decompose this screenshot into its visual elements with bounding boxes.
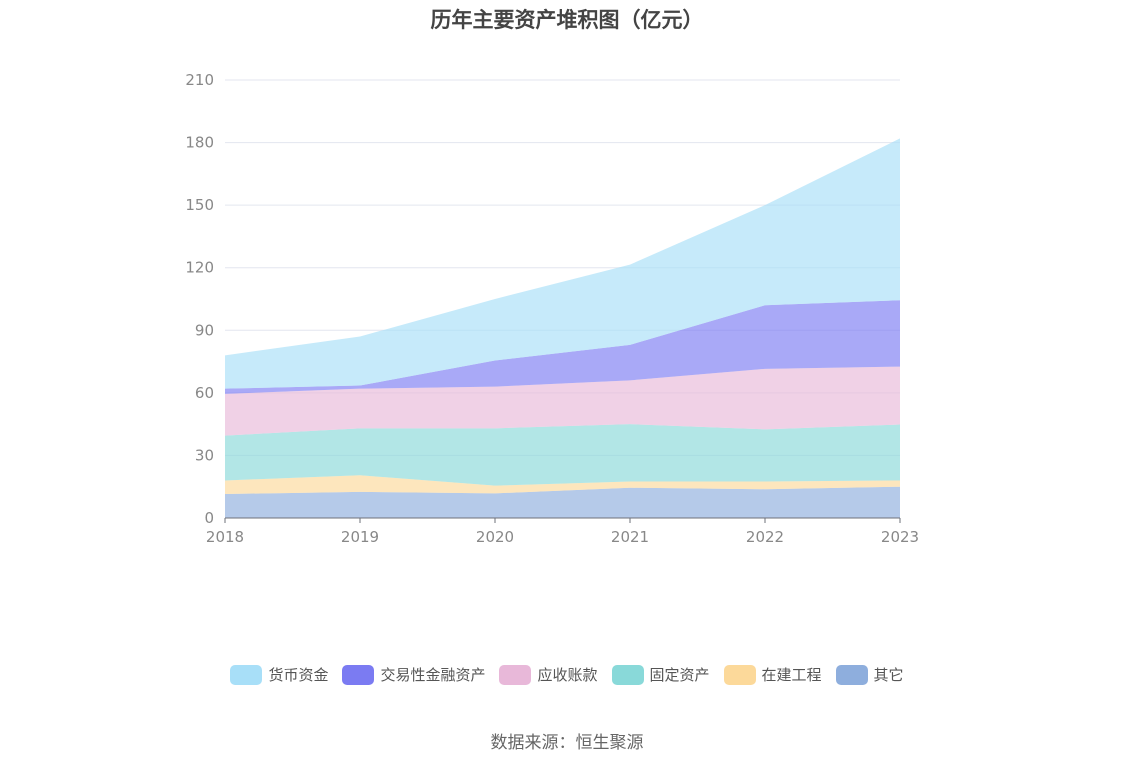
data-source: 数据来源：恒生聚源 — [490, 733, 644, 753]
legend-item[interactable]: 货币资金 — [230, 664, 328, 685]
legend-swatch — [230, 664, 263, 685]
y-tick-labels: 0 30 60 90 120 150 180 210 — [185, 71, 214, 527]
legend-item[interactable]: 应收账款 — [499, 664, 598, 685]
legend-swatch — [499, 664, 532, 685]
y-tick-label: 90 — [195, 321, 214, 339]
x-tick-label: 2023 — [881, 528, 919, 546]
area-series-2 — [225, 424, 900, 486]
y-tick-label: 210 — [185, 71, 214, 89]
area-series-5 — [225, 138, 900, 389]
legend-label: 其它 — [873, 666, 904, 684]
y-tick-label: 120 — [185, 259, 214, 277]
area-series-0 — [225, 486, 900, 518]
area-series-1 — [225, 475, 900, 495]
y-tick-label: 60 — [195, 384, 214, 402]
x-tick-label: 2018 — [206, 528, 244, 546]
y-tick-label: 180 — [185, 134, 214, 152]
area-series-3 — [225, 366, 900, 436]
legend-swatch — [835, 664, 868, 685]
legend-swatch — [611, 664, 644, 685]
legend: 货币资金 交易性金融资产 应收账款 固定资产 在建工程 其它 — [0, 664, 1134, 685]
area-series-4 — [225, 300, 900, 394]
x-tick-label: 2022 — [746, 528, 784, 546]
legend-swatch — [723, 664, 756, 685]
y-tick-label: 0 — [204, 509, 214, 527]
x-tick-label: 2020 — [476, 528, 514, 546]
legend-item[interactable]: 在建工程 — [723, 664, 822, 685]
series-areas — [225, 138, 900, 518]
x-tick-labels: 2018 2019 2020 2021 2022 2023 — [206, 528, 919, 546]
legend-label: 应收账款 — [537, 666, 598, 684]
chart-title: 历年主要资产堆积图（亿元） — [430, 8, 704, 32]
axes — [224, 517, 901, 523]
legend-item[interactable]: 交易性金融资产 — [342, 664, 485, 685]
x-tick-label: 2021 — [611, 528, 649, 546]
legend-label: 固定资产 — [649, 666, 710, 684]
legend-label: 货币资金 — [268, 666, 329, 684]
legend-item[interactable]: 其它 — [835, 664, 904, 685]
y-tick-label: 30 — [195, 446, 214, 464]
legend-swatch — [342, 664, 375, 685]
x-tick-label: 2019 — [341, 528, 379, 546]
legend-item[interactable]: 固定资产 — [611, 664, 710, 685]
y-tick-label: 150 — [185, 196, 214, 214]
legend-label: 交易性金融资产 — [380, 666, 486, 684]
legend-label: 在建工程 — [761, 666, 822, 684]
